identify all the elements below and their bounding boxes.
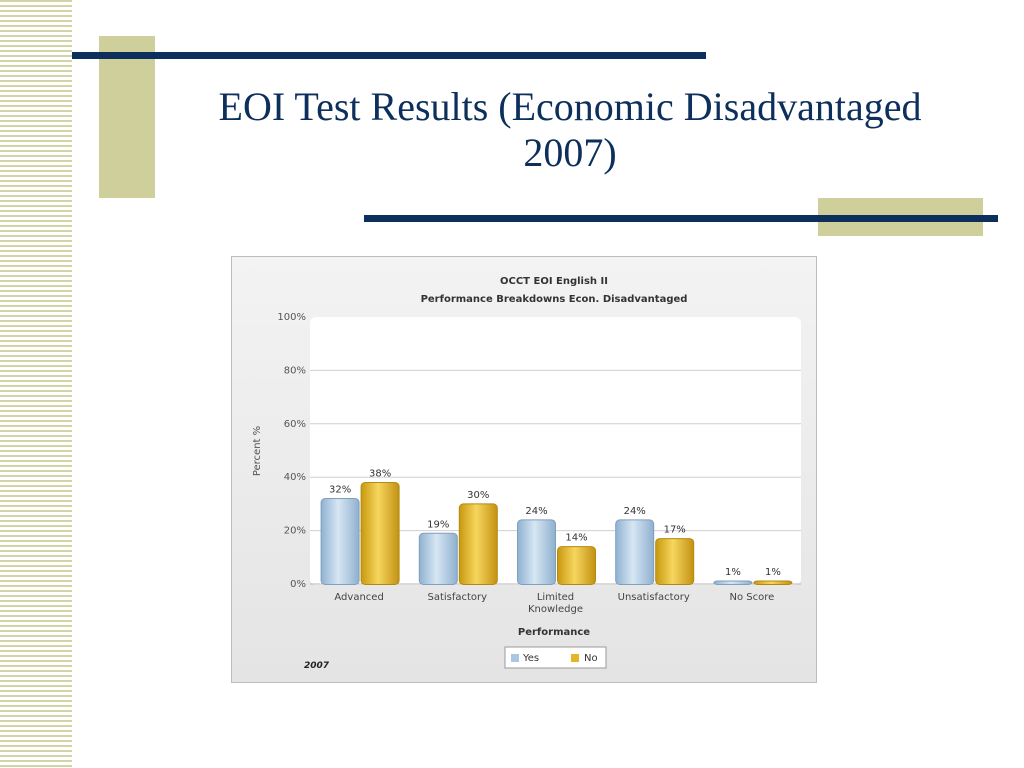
bar-series: 32% 38% 19% 30% 24% 14% 24% 17% 1% 1% xyxy=(320,469,793,586)
y-tick-label: 40% xyxy=(284,472,306,483)
top-accent-block xyxy=(99,36,155,198)
data-label-yes: 24% xyxy=(624,506,646,517)
data-label-yes: 1% xyxy=(725,567,741,578)
x-tick-label: Satisfactory xyxy=(427,592,487,603)
x-tick-label: No Score xyxy=(730,592,775,603)
data-label-no: 1% xyxy=(765,567,781,578)
bar-no xyxy=(753,580,793,585)
data-label-no: 38% xyxy=(369,469,391,480)
legend-swatch-no xyxy=(571,654,579,662)
y-tick-label: 20% xyxy=(284,526,306,537)
legend: Yes No xyxy=(504,646,607,669)
y-axis-ticks: 0% 20% 40% 60% 80% 100% xyxy=(277,312,306,590)
x-tick-label: Unsatisfactory xyxy=(618,592,690,603)
legend-box xyxy=(504,646,607,669)
plot-area xyxy=(310,317,801,585)
bar-yes xyxy=(418,532,458,585)
bar-chart: OCCT EOI English II Performance Breakdow… xyxy=(252,276,801,671)
data-label-yes: 32% xyxy=(329,485,351,496)
y-tick-label: 0% xyxy=(290,579,306,590)
bar-yes xyxy=(517,519,556,586)
bar-yes xyxy=(320,498,360,585)
y-tick-label: 60% xyxy=(284,419,306,430)
x-tick-label: Limited Knowledge xyxy=(528,592,583,615)
chart-footnote: 2007 xyxy=(304,661,330,671)
chart-panel: OCCT EOI English II Performance Breakdow… xyxy=(231,256,817,683)
bar-yes xyxy=(713,580,753,585)
x-axis-title: Performance xyxy=(518,627,590,638)
legend-label-no: No xyxy=(584,653,598,664)
slide-title-line2: 2007) xyxy=(523,130,617,175)
y-tick-label: 80% xyxy=(284,365,306,376)
slide-title: EOI Test Results (Economic Disadvantaged… xyxy=(150,84,990,176)
bar-no xyxy=(655,538,695,585)
chart-title: OCCT EOI English II xyxy=(500,276,608,287)
data-label-no: 17% xyxy=(664,525,686,536)
bar-yes xyxy=(615,519,655,586)
slide-title-line1: EOI Test Results (Economic Disadvantaged xyxy=(218,84,922,129)
bar-no xyxy=(360,482,400,585)
data-label-no: 30% xyxy=(467,490,489,501)
x-tick-label: Advanced xyxy=(334,592,383,603)
decorative-stripe-band xyxy=(0,0,72,768)
chart-subtitle: Performance Breakdowns Econ. Disadvantag… xyxy=(421,294,688,305)
legend-label-yes: Yes xyxy=(522,653,539,664)
legend-swatch-yes xyxy=(511,654,519,662)
x-axis-categories: Advanced Satisfactory Limited Knowledge Unsa… xyxy=(334,592,774,615)
data-label-yes: 19% xyxy=(427,519,449,530)
y-tick-label: 100% xyxy=(277,312,306,323)
y-axis-title: Percent % xyxy=(252,426,263,476)
data-label-no: 14% xyxy=(565,533,587,544)
bar-no xyxy=(458,503,498,585)
top-rule-line xyxy=(72,52,706,59)
bar-no xyxy=(557,546,596,585)
data-label-yes: 24% xyxy=(525,506,547,517)
bottom-rule-line xyxy=(364,215,998,222)
